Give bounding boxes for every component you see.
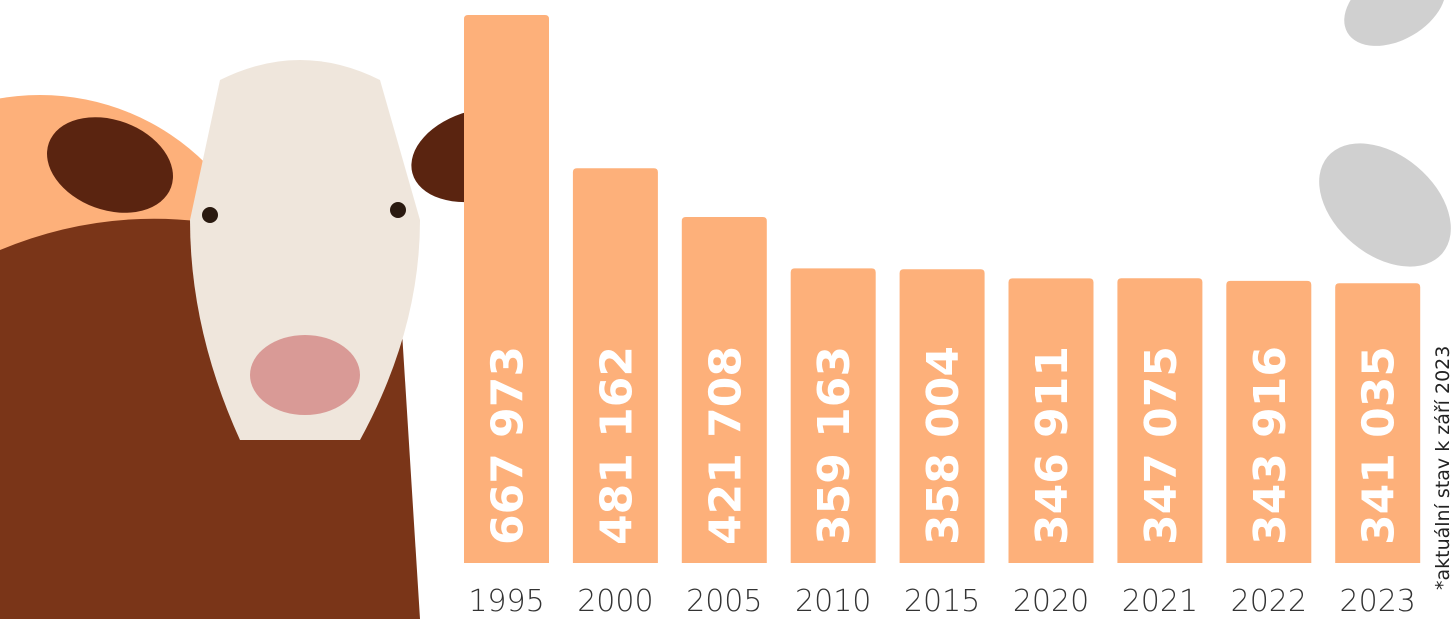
bar <box>1117 278 1203 563</box>
bar <box>1008 278 1094 563</box>
bar <box>1226 280 1312 563</box>
value-label: 667 973 <box>483 346 534 545</box>
x-tick-label: 2015 <box>904 584 980 619</box>
value-label: 346 911 <box>1027 346 1078 545</box>
value-label: 421 708 <box>700 346 751 545</box>
x-tick-label: 2010 <box>795 584 871 619</box>
value-label: 341 035 <box>1354 346 1405 545</box>
x-tick-label: 2000 <box>577 584 653 619</box>
value-label: 358 004 <box>918 346 969 545</box>
value-label: 359 163 <box>809 346 860 545</box>
x-tick-label: 2023 <box>1340 584 1416 619</box>
x-tick-label: 2005 <box>686 584 762 619</box>
x-tick-label: 2020 <box>1013 584 1089 619</box>
bar <box>464 15 549 563</box>
x-tick-label: 1995 <box>468 584 544 619</box>
bar <box>1335 283 1421 563</box>
bar <box>790 268 876 563</box>
bar <box>572 168 658 563</box>
value-label: 343 916 <box>1245 346 1296 545</box>
x-tick-label: 2021 <box>1122 584 1198 619</box>
bar <box>681 217 767 564</box>
footnote: *aktuální stav k září 2023 <box>1432 346 1454 590</box>
value-label: 347 075 <box>1136 346 1187 545</box>
value-label: 481 162 <box>591 346 642 545</box>
bar <box>899 269 985 563</box>
x-tick-label: 2022 <box>1231 584 1307 619</box>
